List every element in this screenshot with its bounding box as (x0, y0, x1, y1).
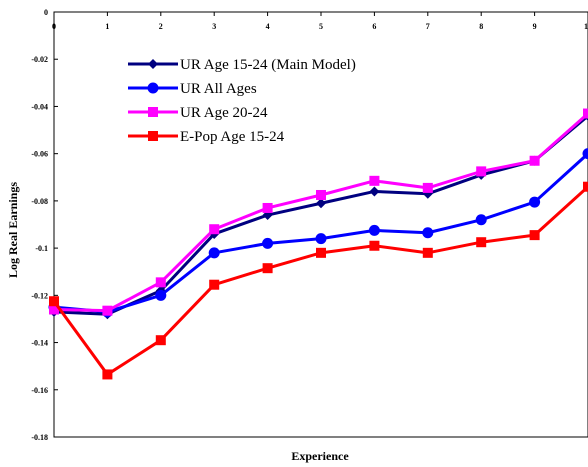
data-point (49, 296, 59, 307)
x-tick-label: 5 (319, 22, 323, 31)
y-axis: 0 -0.02 -0.04 -0.06 -0.08 -0.1 -0.12 -0.14 -0.16… (31, 8, 58, 442)
x-axis-title: Experience (291, 449, 349, 463)
data-point (262, 263, 273, 274)
data-point (368, 224, 380, 236)
data-point (262, 202, 273, 213)
legend-label: E-Pop Age 15-24 (180, 129, 285, 145)
data-point (422, 247, 433, 258)
data-point (155, 335, 166, 346)
x-tick-label: 7 (426, 22, 430, 31)
data-point (102, 369, 113, 380)
series-layer (48, 108, 588, 380)
data-point (422, 227, 434, 239)
y-tick-label: -0.06 (31, 150, 48, 159)
x-tick-label: 4 (266, 22, 270, 31)
x-tick-label: 0 (52, 22, 56, 31)
data-point (148, 131, 158, 141)
x-tick-label: 10 (584, 22, 588, 31)
y-tick-label: -0.14 (31, 339, 48, 348)
data-point (422, 182, 433, 193)
y-tick-label: -0.04 (31, 102, 48, 111)
y-axis-title: Log Real Earnings (6, 182, 20, 278)
x-tick-label: 8 (479, 22, 483, 31)
data-point (369, 175, 380, 186)
data-point (316, 247, 326, 258)
data-point (316, 189, 326, 200)
data-point (475, 214, 487, 226)
x-tick-label: 2 (159, 22, 163, 31)
y-tick-label: -0.16 (31, 386, 48, 395)
data-point (476, 237, 487, 248)
data-point (369, 186, 380, 197)
legend-label: UR All Ages (180, 81, 257, 97)
data-point (476, 166, 487, 177)
series-line (52, 185, 588, 376)
y-tick-label: -0.02 (31, 55, 48, 64)
legend-item: E-Pop Age 15-24 (128, 129, 285, 145)
y-tick-label: 0 (44, 8, 48, 17)
data-point (369, 240, 380, 251)
legend-label: UR Age 15-24 (Main Model) (180, 57, 356, 73)
y-tick-label: -0.1 (35, 244, 48, 253)
legend-item: UR Age 15-24 (Main Model) (128, 57, 356, 73)
plot-border (53, 11, 588, 438)
data-point (529, 230, 540, 241)
series-ur-all-ages (48, 148, 588, 318)
legend-item: UR All Ages (128, 81, 257, 97)
data-point (583, 181, 588, 192)
data-point (582, 148, 588, 160)
data-point (148, 107, 158, 117)
data-point (147, 82, 159, 94)
data-point (209, 224, 220, 235)
plot-frame (53, 11, 588, 438)
x-tick-label: 9 (533, 22, 537, 31)
data-point (315, 233, 327, 245)
legend-label: UR Age 20-24 (180, 105, 268, 121)
series-ur-age-15-24-main-model- (49, 110, 588, 320)
series-line (53, 152, 588, 314)
data-point (155, 277, 166, 288)
legend: UR Age 15-24 (Main Model) UR All Ages UR A… (128, 57, 356, 145)
x-tick-label: 6 (372, 22, 376, 31)
series-e-pop-age-15-24 (49, 181, 588, 380)
data-point (155, 289, 167, 301)
data-point (102, 305, 113, 316)
x-tick-label: 3 (212, 22, 216, 31)
y-tick-label: -0.12 (31, 291, 48, 300)
data-point (529, 196, 541, 208)
series-ur-age-20-24 (49, 108, 588, 316)
y-tick-label: -0.18 (31, 433, 48, 442)
data-point (262, 237, 274, 249)
legend-item: UR Age 20-24 (128, 105, 268, 121)
data-point (583, 108, 588, 119)
data-point (529, 155, 540, 166)
series-line (53, 114, 588, 316)
y-tick-label: -0.08 (31, 197, 48, 206)
x-tick-label: 1 (105, 22, 109, 31)
data-point (208, 247, 220, 259)
x-axis: 0 1 2 3 4 5 6 7 8 9 10 (52, 12, 588, 31)
data-point (148, 59, 158, 69)
data-point (316, 198, 326, 209)
data-point (209, 279, 220, 290)
data-point (49, 304, 59, 315)
